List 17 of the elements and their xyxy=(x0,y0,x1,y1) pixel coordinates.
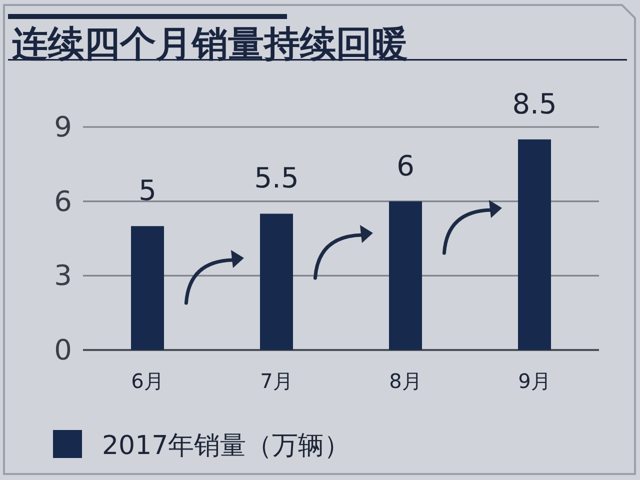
x-tick-label: 9月 xyxy=(518,369,551,393)
data-label: 5 xyxy=(138,174,156,208)
data-label: 6 xyxy=(396,149,414,182)
x-tick-label: 7月 xyxy=(260,369,293,393)
legend-label: 2017年销量（万辆） xyxy=(102,431,350,461)
bar xyxy=(518,139,551,350)
bar xyxy=(389,201,422,350)
bar xyxy=(131,226,164,350)
x-tick-label: 8月 xyxy=(389,369,422,393)
data-label: 8.5 xyxy=(512,87,557,120)
bar xyxy=(260,214,293,350)
y-tick-label: 0 xyxy=(54,334,72,366)
y-tick-label: 6 xyxy=(54,184,72,218)
y-tick-label: 9 xyxy=(54,110,72,144)
data-label: 5.5 xyxy=(254,162,299,195)
y-tick-label: 3 xyxy=(54,259,72,292)
x-tick-label: 6月 xyxy=(131,369,164,393)
